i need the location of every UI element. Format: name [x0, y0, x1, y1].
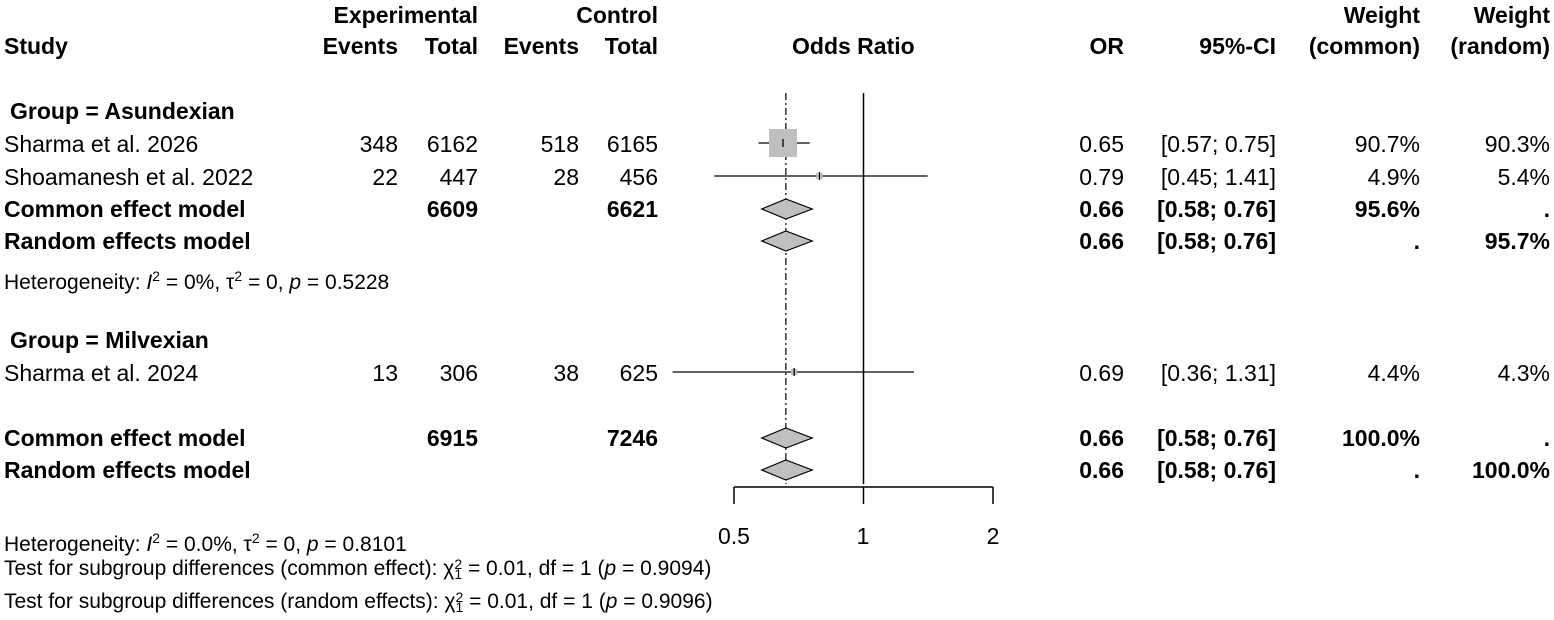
ctrl-events: 38 — [553, 360, 579, 386]
exp-events: 22 — [372, 164, 398, 190]
weight-common: 4.9% — [1367, 164, 1420, 190]
tick-label: 1 — [856, 523, 870, 549]
overall-random-weight-random: 100.0% — [1471, 457, 1550, 483]
overall-random-label: Random effects model — [4, 457, 251, 483]
random-or: 0.66 — [1079, 228, 1124, 254]
ctrl-total: 456 — [619, 164, 658, 190]
header-weight-random-1: Weight — [1473, 2, 1550, 28]
header-exp-total: Total — [424, 33, 478, 59]
weight-random: 5.4% — [1497, 164, 1550, 190]
ci-value: [0.57; 0.75] — [1160, 131, 1276, 157]
group-label-asundexian: Group = Asundexian — [10, 98, 235, 124]
header-or: OR — [1089, 33, 1125, 59]
common-or: 0.66 — [1079, 196, 1124, 222]
heterogeneity-overall: Heterogeneity: I2 = 0.0%, τ2 = 0, p = 0.… — [4, 530, 407, 556]
group-label-milvexian: Group = Milvexian — [10, 327, 209, 353]
random-weight-random: 95.7% — [1484, 228, 1550, 254]
random-weight-common: . — [1413, 228, 1420, 254]
header-weight-random-2: (random) — [1450, 33, 1550, 59]
overall-random-ci: [0.58; 0.76] — [1157, 457, 1276, 483]
overall-random-or: 0.66 — [1079, 457, 1124, 483]
header-study: Study — [4, 33, 68, 59]
exp-total: 6162 — [426, 131, 478, 157]
header-control: Control — [576, 2, 658, 28]
heterogeneity-asundexian: Heterogeneity: I2 = 0%, τ2 = 0, p = 0.52… — [4, 268, 390, 294]
test-subgroup-common: Test for subgroup differences (common ef… — [4, 556, 712, 583]
study-name: Shoamanesh et al. 2022 — [4, 164, 254, 190]
diamond-random-overall — [760, 459, 814, 481]
header-weight-common-1: Weight — [1343, 2, 1420, 28]
or-value: 0.69 — [1079, 360, 1124, 386]
common-ctrl-total: 6621 — [606, 196, 658, 222]
common-exp-total: 6609 — [426, 196, 478, 222]
exp-events: 348 — [359, 131, 398, 157]
overall-common-weight-common: 100.0% — [1341, 425, 1420, 451]
exp-events: 13 — [372, 360, 398, 386]
random-effects-label: Random effects model — [4, 228, 251, 254]
or-value: 0.65 — [1079, 131, 1124, 157]
study-name: Sharma et al. 2024 — [4, 360, 199, 386]
exp-total: 306 — [439, 360, 478, 386]
ci-value: [0.45; 1.41] — [1160, 164, 1276, 190]
weight-random: 90.3% — [1484, 131, 1550, 157]
ctrl-total: 625 — [619, 360, 658, 386]
common-effect-label: Common effect model — [4, 196, 246, 222]
tick-label: 0.5 — [718, 523, 750, 549]
overall-common-ctrl-total: 7246 — [606, 425, 658, 451]
header-odds-ratio: Odds Ratio — [792, 33, 915, 59]
tick-label: 2 — [986, 523, 1000, 549]
overall-common-ci: [0.58; 0.76] — [1157, 425, 1276, 451]
test-subgroup-random: Test for subgroup differences (random ef… — [4, 589, 713, 616]
or-value: 0.79 — [1079, 164, 1124, 190]
ctrl-total: 6165 — [606, 131, 658, 157]
ctrl-events: 518 — [540, 131, 579, 157]
common-weight-common: 95.6% — [1354, 196, 1420, 222]
common-weight-random: . — [1543, 196, 1550, 222]
exp-total: 447 — [439, 164, 478, 190]
overall-common-exp-total: 6915 — [426, 425, 478, 451]
header-ctrl-events: Events — [503, 33, 579, 59]
overall-random-weight-common: . — [1413, 457, 1420, 483]
weight-common: 90.7% — [1354, 131, 1420, 157]
ctrl-events: 28 — [553, 164, 579, 190]
common-ci: [0.58; 0.76] — [1157, 196, 1276, 222]
weight-common: 4.4% — [1367, 360, 1420, 386]
diamond-common-asundexian — [760, 198, 814, 220]
overall-common-or: 0.66 — [1079, 425, 1124, 451]
ci-value: [0.36; 1.31] — [1160, 360, 1276, 386]
study-name: Sharma et al. 2026 — [4, 131, 199, 157]
header-ci: 95%-CI — [1199, 33, 1276, 59]
weight-random: 4.3% — [1497, 360, 1550, 386]
overall-common-weight-random: . — [1543, 425, 1550, 451]
header-weight-common-2: (common) — [1308, 33, 1420, 59]
diamond-common-overall — [760, 427, 814, 449]
overall-common-label: Common effect model — [4, 425, 246, 451]
header-ctrl-total: Total — [604, 33, 658, 59]
header-experimental: Experimental — [333, 2, 478, 28]
diamond-random-asundexian — [760, 230, 814, 252]
random-ci: [0.58; 0.76] — [1157, 228, 1276, 254]
header-exp-events: Events — [322, 33, 398, 59]
